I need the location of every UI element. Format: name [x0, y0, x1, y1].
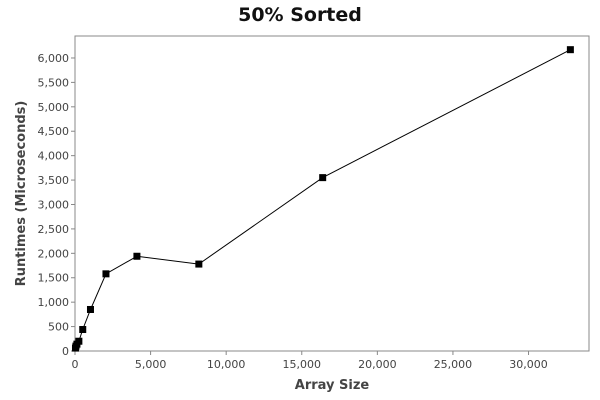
y-tick-label: 2,000: [38, 247, 70, 260]
x-axis-label: Array Size: [295, 378, 370, 393]
chart-title: 50% Sorted: [238, 4, 362, 26]
x-tick-label: 30,000: [509, 358, 548, 371]
y-tick-label: 2,500: [38, 223, 70, 236]
y-tick-label: 0: [62, 345, 69, 358]
plot-area: [74, 35, 590, 352]
data-point: [319, 174, 327, 182]
y-tick-label: 4,500: [38, 125, 70, 138]
y-tick-label: 3,000: [38, 198, 70, 211]
y-tick-label: 500: [48, 321, 69, 334]
data-point: [195, 260, 203, 268]
data-point: [566, 46, 574, 54]
x-tick-label: 15,000: [283, 358, 322, 371]
data-point: [133, 252, 141, 260]
x-tick-label: 5,000: [135, 358, 167, 371]
y-axis-ticks: 0 500 1,000 1,500 2,000 2,500 3,000 3,500 4,000 4…: [38, 52, 75, 358]
y-tick-label: 3,500: [38, 174, 70, 187]
series-points-group: [71, 46, 574, 352]
data-point: [102, 270, 110, 278]
data-point: [75, 337, 83, 345]
y-tick-label: 5,500: [38, 76, 70, 89]
data-point: [86, 305, 94, 313]
y-tick-label: 4,000: [38, 150, 70, 163]
x-tick-label: 0: [72, 358, 79, 371]
x-tick-label: 10,000: [207, 358, 246, 371]
x-tick-label: 20,000: [358, 358, 397, 371]
y-tick-label: 1,500: [38, 272, 70, 285]
y-tick-label: 6,000: [38, 52, 70, 65]
x-tick-label: 25,000: [434, 358, 473, 371]
data-point: [79, 326, 87, 334]
y-tick-label: 5,000: [38, 101, 70, 114]
y-tick-label: 1,000: [38, 296, 70, 309]
x-axis-ticks: 0 5,000 10,000 15,000 20,000 25,000 30,000: [72, 351, 548, 371]
y-axis-label: Runtimes (Microseconds): [14, 101, 29, 287]
